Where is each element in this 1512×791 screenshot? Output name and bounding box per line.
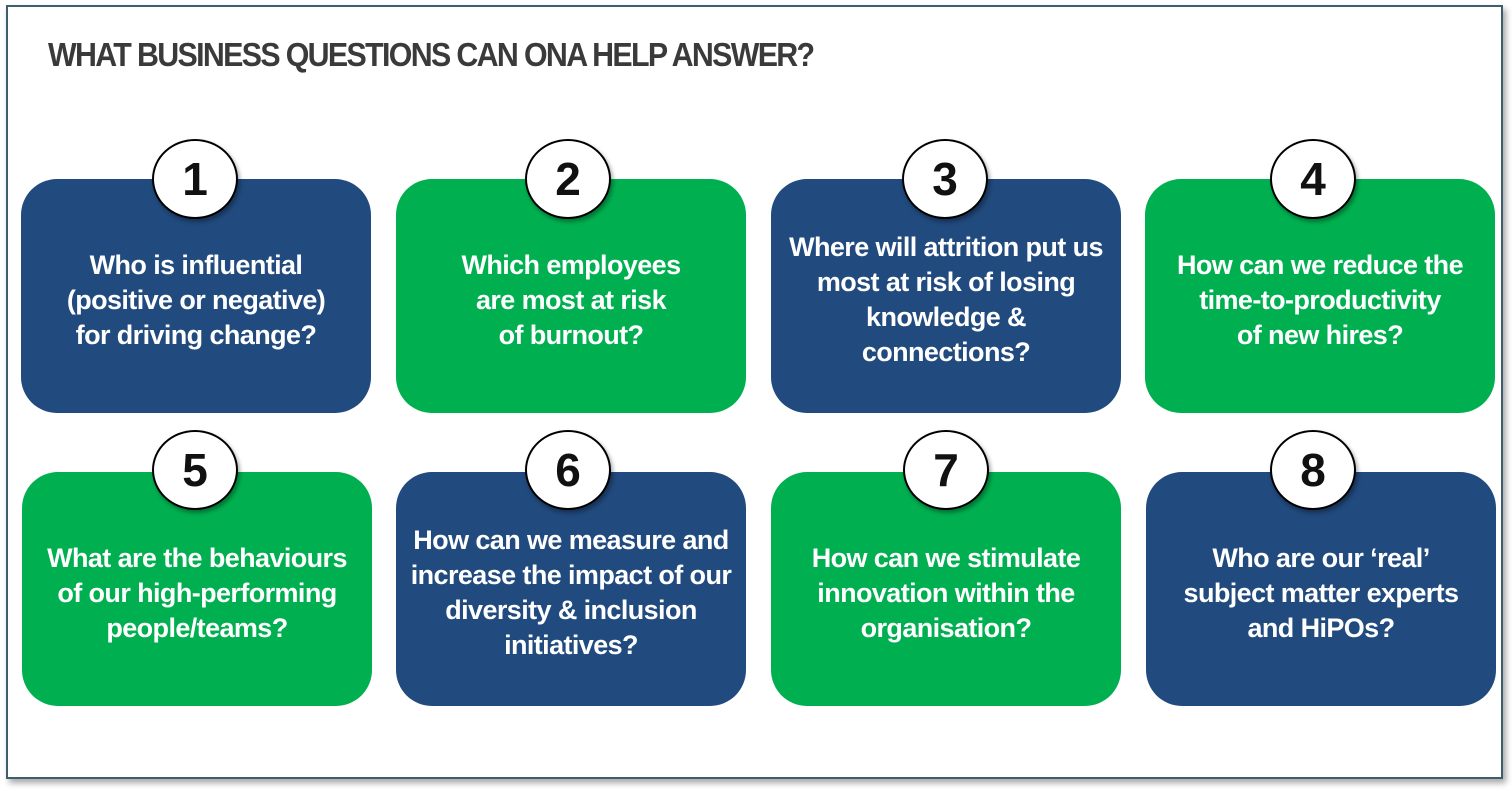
number-badge-7: 7 [903,430,989,510]
number-badge-3: 3 [902,139,988,219]
question-text-8: Who are our ‘real’ subject matter expert… [1183,542,1460,643]
question-card-7: How can we stimulate innovation within t… [771,472,1121,706]
number-badge-6: 6 [525,430,611,510]
question-text-1: Who is influential (positive or negative… [66,249,326,350]
question-card-8: Who are our ‘real’ subject matter expert… [1146,472,1496,706]
question-text-2: Which employees are most at risk of burn… [461,249,681,350]
number-badge-8: 8 [1270,430,1356,510]
page-title: WHAT BUSINESS QUESTIONS CAN ONA HELP ANS… [48,36,815,73]
question-text-4: How can we reduce the time-to-productivi… [1177,249,1464,350]
number-badge-5: 5 [152,430,238,510]
question-text-6: How can we measure and increase the impa… [410,525,732,660]
number-badge-2: 2 [525,139,611,219]
question-card-2: Which employees are most at risk of burn… [396,179,746,413]
question-text-7: How can we stimulate innovation within t… [811,542,1081,643]
question-text-5: What are the behaviours of our high-perf… [47,542,347,643]
question-text-3: Where will attrition put us most at risk… [789,232,1103,367]
question-card-5: What are the behaviours of our high-perf… [22,472,372,706]
number-badge-1: 1 [152,139,238,219]
question-card-6: How can we measure and increase the impa… [396,472,746,706]
number-badge-4: 4 [1270,139,1356,219]
